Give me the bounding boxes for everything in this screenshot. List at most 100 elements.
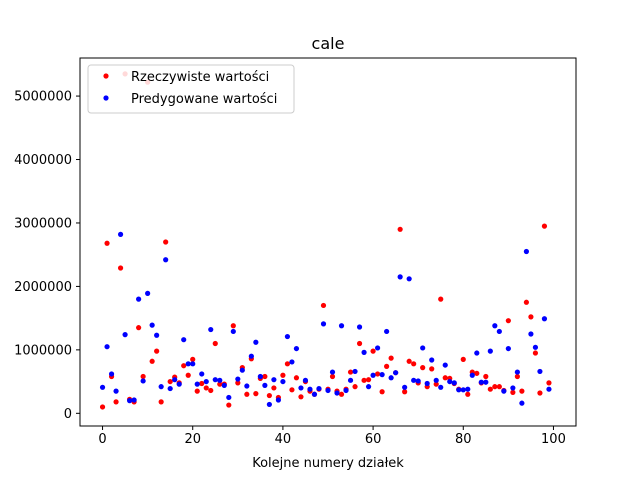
actual-point <box>163 239 169 245</box>
actual-point <box>406 358 412 364</box>
predicted-point <box>316 385 322 392</box>
actual-point <box>226 402 232 408</box>
actual-point <box>298 394 304 400</box>
actual-point <box>420 365 426 371</box>
actual-point <box>329 373 336 380</box>
y-tick-label: 5000000 <box>14 90 72 105</box>
predicted-point <box>199 371 205 377</box>
actual-point <box>99 404 106 410</box>
x-tick-label: 0 <box>98 432 106 447</box>
x-axis-label: Kolejne numery działek <box>252 456 404 471</box>
predicted-point <box>537 368 543 375</box>
predicted-point <box>311 391 318 397</box>
actual-point <box>438 296 444 302</box>
actual-point <box>397 226 403 232</box>
predicted-point <box>239 367 245 373</box>
x-axis-ticks: 0 20 40 60 80 100 <box>98 426 566 447</box>
predicted-point <box>262 382 268 388</box>
actual-point <box>370 348 376 354</box>
y-tick-label: 2000000 <box>14 280 72 295</box>
predicted-point <box>163 257 169 263</box>
predicted-point <box>487 348 493 354</box>
predicted-point <box>519 400 525 406</box>
actual-point <box>289 387 295 393</box>
predicted-point <box>338 323 345 329</box>
predicted-point <box>104 344 110 350</box>
actual-point <box>474 370 480 376</box>
actual-point <box>158 399 164 405</box>
predicted-point <box>456 387 462 393</box>
actual-point <box>104 240 110 246</box>
x-tick-label: 60 <box>365 432 382 447</box>
actual-point <box>136 325 142 331</box>
predicted-point <box>460 387 466 393</box>
actual-point <box>208 387 214 394</box>
predicted-point <box>501 388 507 394</box>
actual-point <box>379 389 385 395</box>
actual-point <box>284 361 291 367</box>
actual-point <box>217 381 223 387</box>
actual-point <box>532 350 539 356</box>
predicted-point <box>127 398 133 404</box>
actual-point <box>190 356 196 362</box>
predicted-point <box>248 353 254 359</box>
predicted-point <box>329 369 336 375</box>
predicted-point <box>356 324 363 330</box>
predicted-point <box>181 337 187 343</box>
predicted-point <box>415 378 421 384</box>
predicted-point <box>99 384 106 390</box>
predicted-point <box>145 290 151 296</box>
predicted-point <box>478 379 484 385</box>
predicted-point <box>154 332 160 338</box>
actual-point <box>149 358 155 364</box>
predicted-point <box>541 316 548 322</box>
x-tick-label: 40 <box>275 432 292 447</box>
predicted-point <box>212 377 218 383</box>
predicted-point <box>257 373 263 380</box>
predicted-point <box>365 384 372 390</box>
x-tick-label: 100 <box>541 432 566 447</box>
y-tick-label: 1000000 <box>14 343 72 358</box>
predicted-point <box>402 384 408 390</box>
predicted-point <box>532 344 539 350</box>
actual-point <box>356 340 363 347</box>
actual-point <box>338 391 345 397</box>
predicted-point <box>293 345 300 352</box>
actual-point <box>235 380 241 386</box>
actual-point <box>181 363 187 369</box>
predicted-point <box>172 377 178 383</box>
predicted-point <box>298 385 304 391</box>
predicted-point <box>492 323 498 329</box>
predicted-point <box>411 377 417 383</box>
actual-point <box>212 340 218 347</box>
y-axis-ticks: 0 1000000 2000000 3000000 4000000 5000000 <box>14 90 80 422</box>
actual-point <box>465 391 471 397</box>
y-tick-label: 4000000 <box>14 153 72 168</box>
actual-point <box>365 377 372 383</box>
predicted-point <box>483 379 489 385</box>
actual-point <box>402 389 408 395</box>
legend-label-predicted: Predygowane wartości <box>131 92 277 107</box>
predicted-point <box>384 328 390 335</box>
actual-point <box>266 392 272 399</box>
actual-point <box>483 373 489 380</box>
actual-point <box>271 385 277 391</box>
predicted-point <box>230 328 236 335</box>
actual-point <box>460 356 466 362</box>
actual-point <box>199 380 205 387</box>
predicted-point <box>469 372 475 378</box>
actual-point <box>537 390 543 396</box>
actual-point <box>433 381 439 387</box>
actual-point <box>429 366 435 372</box>
legend-marker-predicted <box>103 95 109 101</box>
predicted-point <box>451 380 457 386</box>
predicted-point <box>379 372 385 378</box>
predicted-point <box>474 350 480 356</box>
actual-point <box>505 318 511 324</box>
actual-point <box>523 299 530 305</box>
predicted-point <box>496 328 502 335</box>
predicted-point <box>307 386 313 392</box>
actual-point <box>293 375 300 381</box>
predicted-point <box>510 385 516 391</box>
predicted-point <box>465 386 471 392</box>
